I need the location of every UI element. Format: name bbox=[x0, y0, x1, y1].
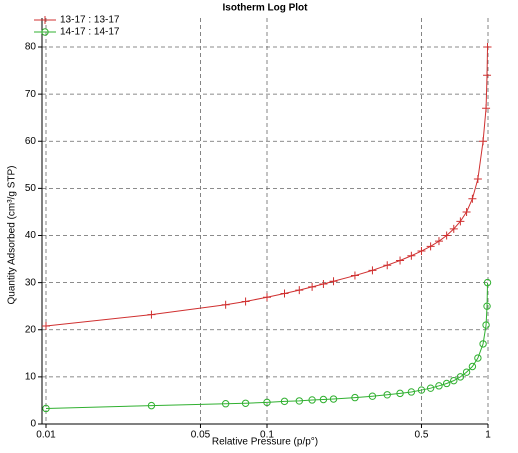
data-point bbox=[479, 137, 488, 146]
legend-marker bbox=[41, 16, 49, 24]
data-point bbox=[434, 237, 443, 246]
data-point bbox=[442, 379, 451, 388]
data-point bbox=[319, 395, 328, 404]
data-point bbox=[479, 340, 487, 348]
data-point bbox=[280, 397, 289, 406]
series-line bbox=[45, 282, 489, 409]
legend-label: 13-17 : 13-17 bbox=[60, 15, 120, 26]
data-point bbox=[329, 277, 338, 286]
legend-marker bbox=[41, 28, 49, 36]
data-point bbox=[417, 247, 426, 256]
x-tick-label: 0.01 bbox=[36, 430, 56, 441]
x-axis-label: Relative Pressure (p/p°) bbox=[212, 437, 318, 448]
data-point bbox=[396, 256, 405, 265]
data-point bbox=[483, 278, 492, 287]
y-tick-label: 50 bbox=[25, 183, 37, 194]
data-point bbox=[449, 224, 458, 233]
y-tick-label: 80 bbox=[25, 42, 37, 53]
y-tick-label: 40 bbox=[25, 230, 37, 241]
y-tick-label: 10 bbox=[25, 372, 37, 383]
data-point bbox=[456, 373, 465, 381]
data-point bbox=[450, 376, 458, 385]
data-point bbox=[263, 398, 271, 407]
data-point bbox=[396, 389, 404, 398]
data-point bbox=[473, 174, 482, 183]
y-tick-label: 20 bbox=[25, 324, 37, 335]
data-point bbox=[426, 242, 435, 251]
data-point bbox=[383, 261, 392, 270]
data-point bbox=[468, 194, 477, 203]
data-point bbox=[329, 395, 338, 403]
data-point bbox=[42, 321, 50, 330]
data-point bbox=[368, 392, 377, 400]
data-point bbox=[221, 300, 230, 309]
data-point bbox=[474, 354, 482, 362]
chart-title: Isotherm Log Plot bbox=[223, 3, 309, 14]
data-point bbox=[295, 286, 304, 295]
legend-label: 14-17 : 14-17 bbox=[60, 27, 120, 38]
data-point bbox=[241, 297, 250, 306]
data-point bbox=[483, 302, 491, 310]
x-tick-label: 0.1 bbox=[260, 430, 274, 441]
y-tick-label: 30 bbox=[25, 277, 37, 288]
data-point bbox=[407, 251, 416, 260]
y-tick-label: 0 bbox=[30, 419, 36, 430]
y-tick-label: 70 bbox=[25, 89, 37, 100]
data-point bbox=[456, 217, 465, 226]
data-point bbox=[263, 293, 271, 302]
data-point bbox=[42, 404, 50, 413]
data-point bbox=[442, 231, 451, 240]
data-point bbox=[483, 71, 492, 80]
data-point bbox=[351, 393, 359, 402]
data-point bbox=[308, 282, 317, 291]
x-tick-label: 1 bbox=[485, 430, 491, 441]
data-point bbox=[462, 207, 471, 216]
data-point bbox=[350, 271, 359, 280]
data-point bbox=[407, 388, 416, 396]
data-point bbox=[295, 397, 303, 405]
data-point bbox=[147, 310, 156, 319]
data-point bbox=[221, 400, 230, 408]
data-point bbox=[308, 396, 316, 404]
data-point bbox=[368, 266, 377, 275]
data-point bbox=[426, 384, 435, 392]
data-point bbox=[280, 289, 289, 298]
series-line bbox=[45, 46, 489, 327]
data-point bbox=[462, 368, 471, 376]
data-point bbox=[468, 362, 477, 371]
data-point bbox=[482, 321, 490, 329]
data-point bbox=[482, 104, 491, 113]
data-point bbox=[417, 386, 426, 394]
data-point bbox=[241, 399, 250, 407]
data-point bbox=[483, 43, 492, 51]
data-point bbox=[435, 382, 443, 390]
data-point bbox=[383, 391, 391, 399]
data-point bbox=[319, 280, 328, 289]
x-tick-label: 0.05 bbox=[191, 430, 211, 441]
x-tick-label: 0.5 bbox=[415, 430, 429, 441]
y-axis-label: Quantity Adsorbed (cm³/g STP) bbox=[7, 166, 18, 305]
y-tick-label: 60 bbox=[25, 136, 37, 147]
data-point bbox=[147, 401, 156, 410]
